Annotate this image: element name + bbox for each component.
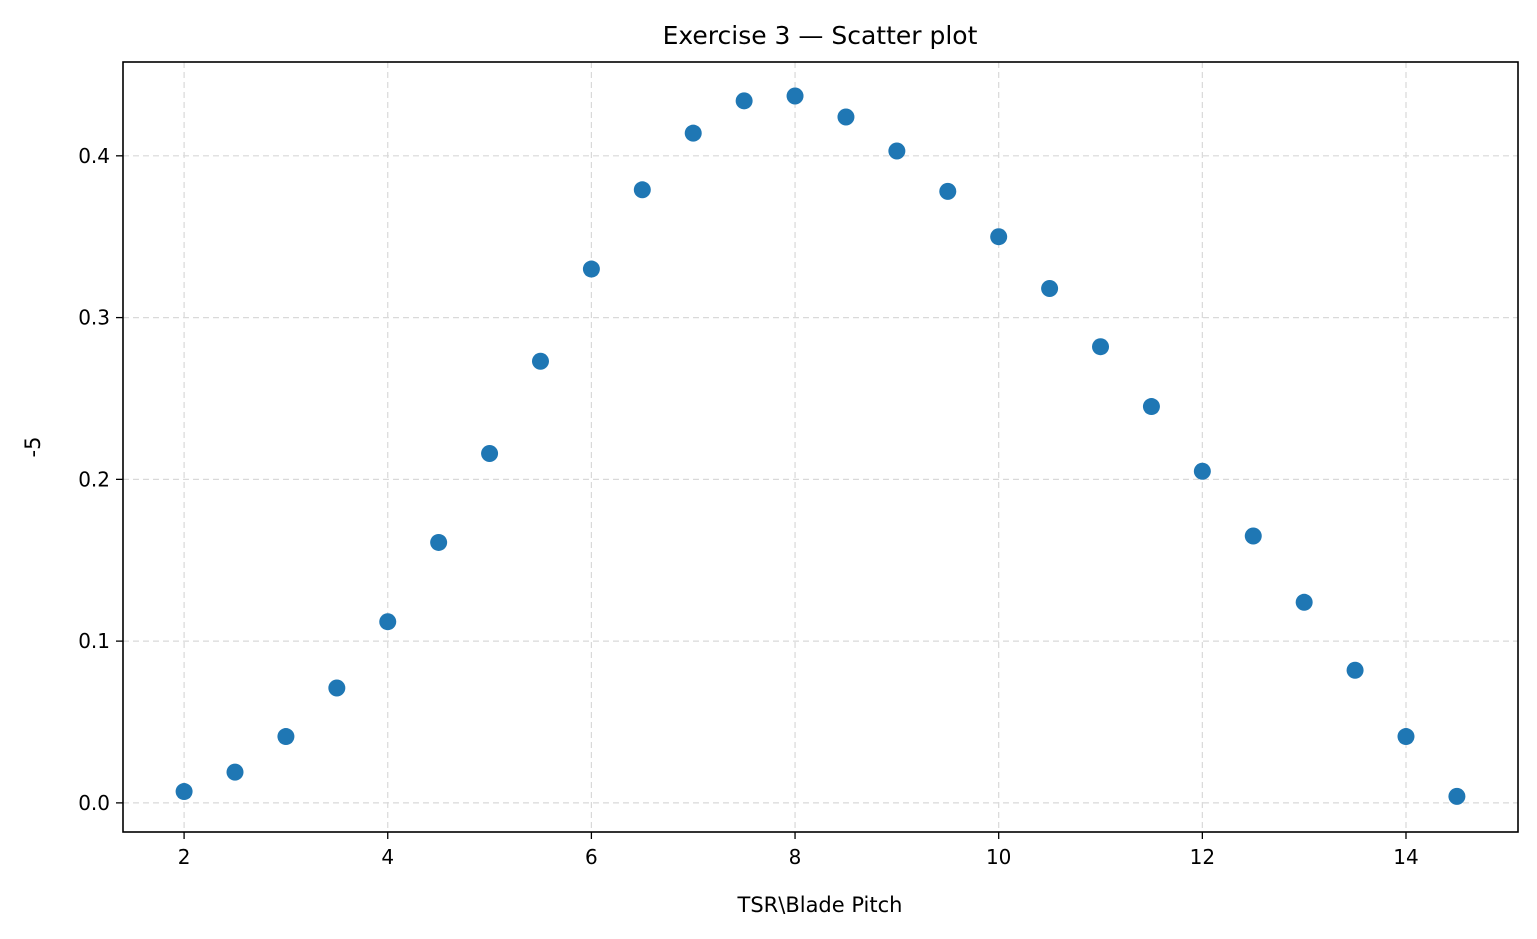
data-point: [1244, 527, 1262, 545]
x-tick-label: 2: [178, 845, 191, 869]
data-point: [1346, 661, 1364, 679]
x-tick-label: 8: [789, 845, 802, 869]
data-point: [1142, 398, 1160, 416]
y-axis-label: -5: [21, 437, 45, 458]
y-tick-label: 0.2: [78, 467, 110, 491]
grid-lines: [123, 62, 1518, 832]
y-tick-label: 0.3: [78, 306, 110, 330]
data-point: [888, 142, 906, 160]
data-point: [1041, 279, 1059, 297]
x-axis-label: TSR\Blade Pitch: [737, 893, 903, 917]
data-point: [430, 533, 448, 551]
data-point: [328, 679, 346, 697]
data-point: [379, 613, 397, 631]
data-point: [837, 108, 855, 126]
x-tick-label: 4: [381, 845, 394, 869]
y-axis-ticks: 0.0 0.1 0.2 0.3 0.4: [78, 144, 123, 815]
x-tick-label: 12: [1190, 845, 1215, 869]
y-tick-label: 0.0: [78, 791, 110, 815]
data-point: [939, 182, 957, 200]
data-point: [735, 92, 753, 110]
data-point: [1092, 338, 1110, 356]
data-point: [786, 87, 804, 105]
data-point: [633, 181, 651, 199]
data-point: [1448, 787, 1466, 805]
x-tick-label: 10: [986, 845, 1011, 869]
data-point: [1295, 593, 1313, 611]
data-point: [277, 728, 295, 746]
x-tick-label: 6: [585, 845, 598, 869]
data-point: [684, 124, 702, 142]
x-axis-ticks: 2 4 6 8 10 12 14: [178, 832, 1419, 869]
data-point: [481, 444, 499, 462]
data-point: [226, 763, 244, 781]
data-point: [1397, 728, 1415, 746]
y-tick-label: 0.1: [78, 629, 110, 653]
data-point: [531, 352, 549, 370]
plot-frame: [122, 61, 1519, 833]
y-tick-label: 0.4: [78, 144, 110, 168]
x-tick-label: 14: [1393, 845, 1418, 869]
data-points: [175, 87, 1466, 805]
data-point: [990, 228, 1008, 246]
chart-title: Exercise 3 — Scatter plot: [663, 21, 978, 50]
data-point: [1193, 462, 1211, 480]
data-point: [175, 783, 193, 801]
data-point: [582, 260, 600, 278]
